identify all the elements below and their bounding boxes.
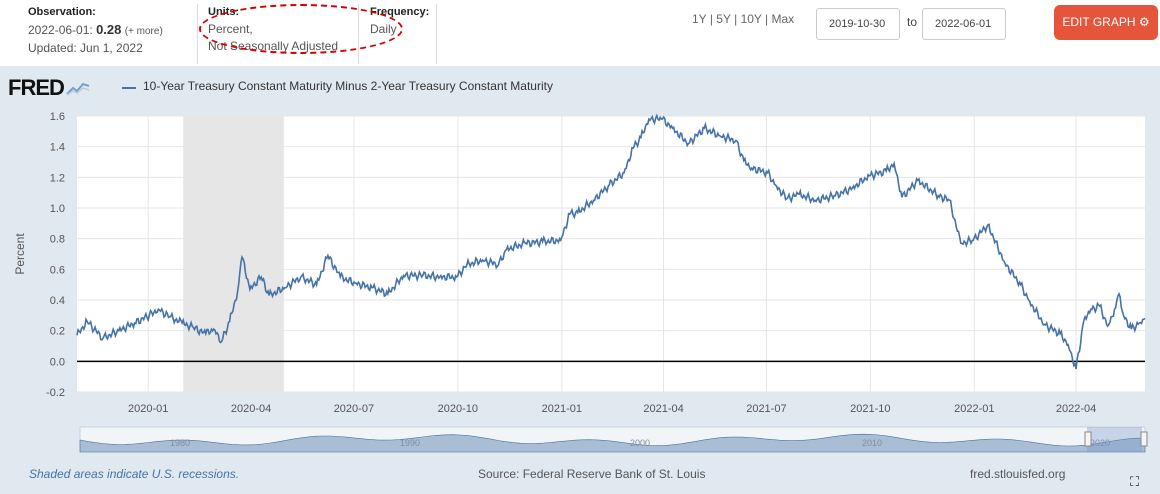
y-tick-label: 1.6 [50,111,65,123]
range-1y-button[interactable]: 1Y [692,12,707,26]
y-tick-label: 1.2 [50,172,65,184]
y-tick-label: 1.4 [50,142,65,154]
date-to-label: to [907,15,918,29]
series-line [76,113,1146,370]
fullscreen-icon[interactable]: ⛶ [1130,474,1140,489]
observation-date: 2022-06-01: [28,23,93,37]
divider [436,4,437,64]
observation-value: 0.28 [96,22,122,37]
x-tick-label: 2021-07 [746,403,786,415]
y-axis-label: Percent [13,233,27,275]
y-tick-label: 0.0 [50,356,65,368]
range-5y-button[interactable]: 5Y [716,12,731,26]
navigator-series [79,433,1146,453]
range-separator: | [765,12,769,26]
observation-label: Observation: [28,6,96,18]
gear-icon: ⚙ [1138,15,1150,29]
updated-date: Updated: Jun 1, 2022 [28,41,143,55]
recession-band [183,116,284,392]
y-tick-label: 1.0 [50,203,65,215]
date-from-input[interactable]: 2019-10-30 [816,8,900,40]
divider [197,4,198,64]
y-tick-label: -0.2 [46,387,65,399]
observation-more-link[interactable]: (+ more) [124,26,163,37]
navigator-year-label: 1990 [400,438,420,448]
y-tick-label: 0.2 [50,326,65,338]
range-separator: | [709,12,713,26]
x-tick-label: 2022-04 [1056,403,1096,415]
frequency-label: Frequency: [370,6,430,18]
navigator-handle[interactable] [1084,431,1092,447]
chart-trend-icon [66,82,90,96]
recession-note: Shaded areas indicate U.S. recessions. [29,467,240,481]
y-tick-label: 0.6 [50,264,65,276]
navigator-year-label: 2010 [862,438,882,448]
series-title: 10-Year Treasury Constant Maturity Minus… [143,79,553,93]
x-tick-label: 2021-01 [542,403,582,415]
y-tick-label: 0.8 [50,234,65,246]
date-to-input[interactable]: 2022-06-01 [922,8,1006,40]
frequency-block: Frequency: Daily [370,4,429,38]
edit-graph-label: EDIT GRAPH [1062,15,1136,29]
navigator-window[interactable] [1087,427,1142,452]
navigator-year-label: 2000 [630,438,650,448]
divider [358,4,359,64]
x-tick-label: 2021-10 [850,403,890,415]
range-separator: | [734,12,738,26]
x-tick-label: 2020-01 [128,403,168,415]
frequency-value: Daily [370,22,397,36]
observation-block: Observation: 2022-06-01: 0.28 (+ more) U… [28,4,163,57]
range-10y-button[interactable]: 10Y [740,12,762,26]
legend-swatch [122,87,136,89]
navigator-year-label: 1980 [170,438,190,448]
range-selector: 1Y | 5Y | 10Y | Max [692,12,794,26]
x-tick-label: 2022-01 [954,403,994,415]
units-line1: Percent, [208,22,253,36]
units-block: Units: Percent, Not Seasonally Adjusted [208,4,338,55]
range-max-button[interactable]: Max [771,12,795,26]
units-label: Units: [208,6,240,18]
fred-logo-text: FRED [8,75,65,100]
navigator-year-label: 2020 [1090,438,1110,448]
chart-header: Observation: 2022-06-01: 0.28 (+ more) U… [0,0,1160,66]
x-tick-label: 2020-10 [438,403,478,415]
edit-graph-button[interactable]: EDIT GRAPH ⚙ [1054,5,1158,40]
source-text: Source: Federal Reserve Bank of St. Loui… [478,467,706,481]
fred-logo: FRED [8,75,90,101]
x-tick-label: 2020-07 [334,403,374,415]
navigator-handle[interactable] [1140,431,1148,447]
x-tick-label: 2020-04 [231,403,271,415]
y-tick-label: 0.4 [50,295,65,307]
x-tick-label: 2021-04 [643,403,683,415]
units-line2: Not Seasonally Adjusted [208,39,339,53]
site-link[interactable]: fred.stlouisfed.org [970,467,1066,481]
